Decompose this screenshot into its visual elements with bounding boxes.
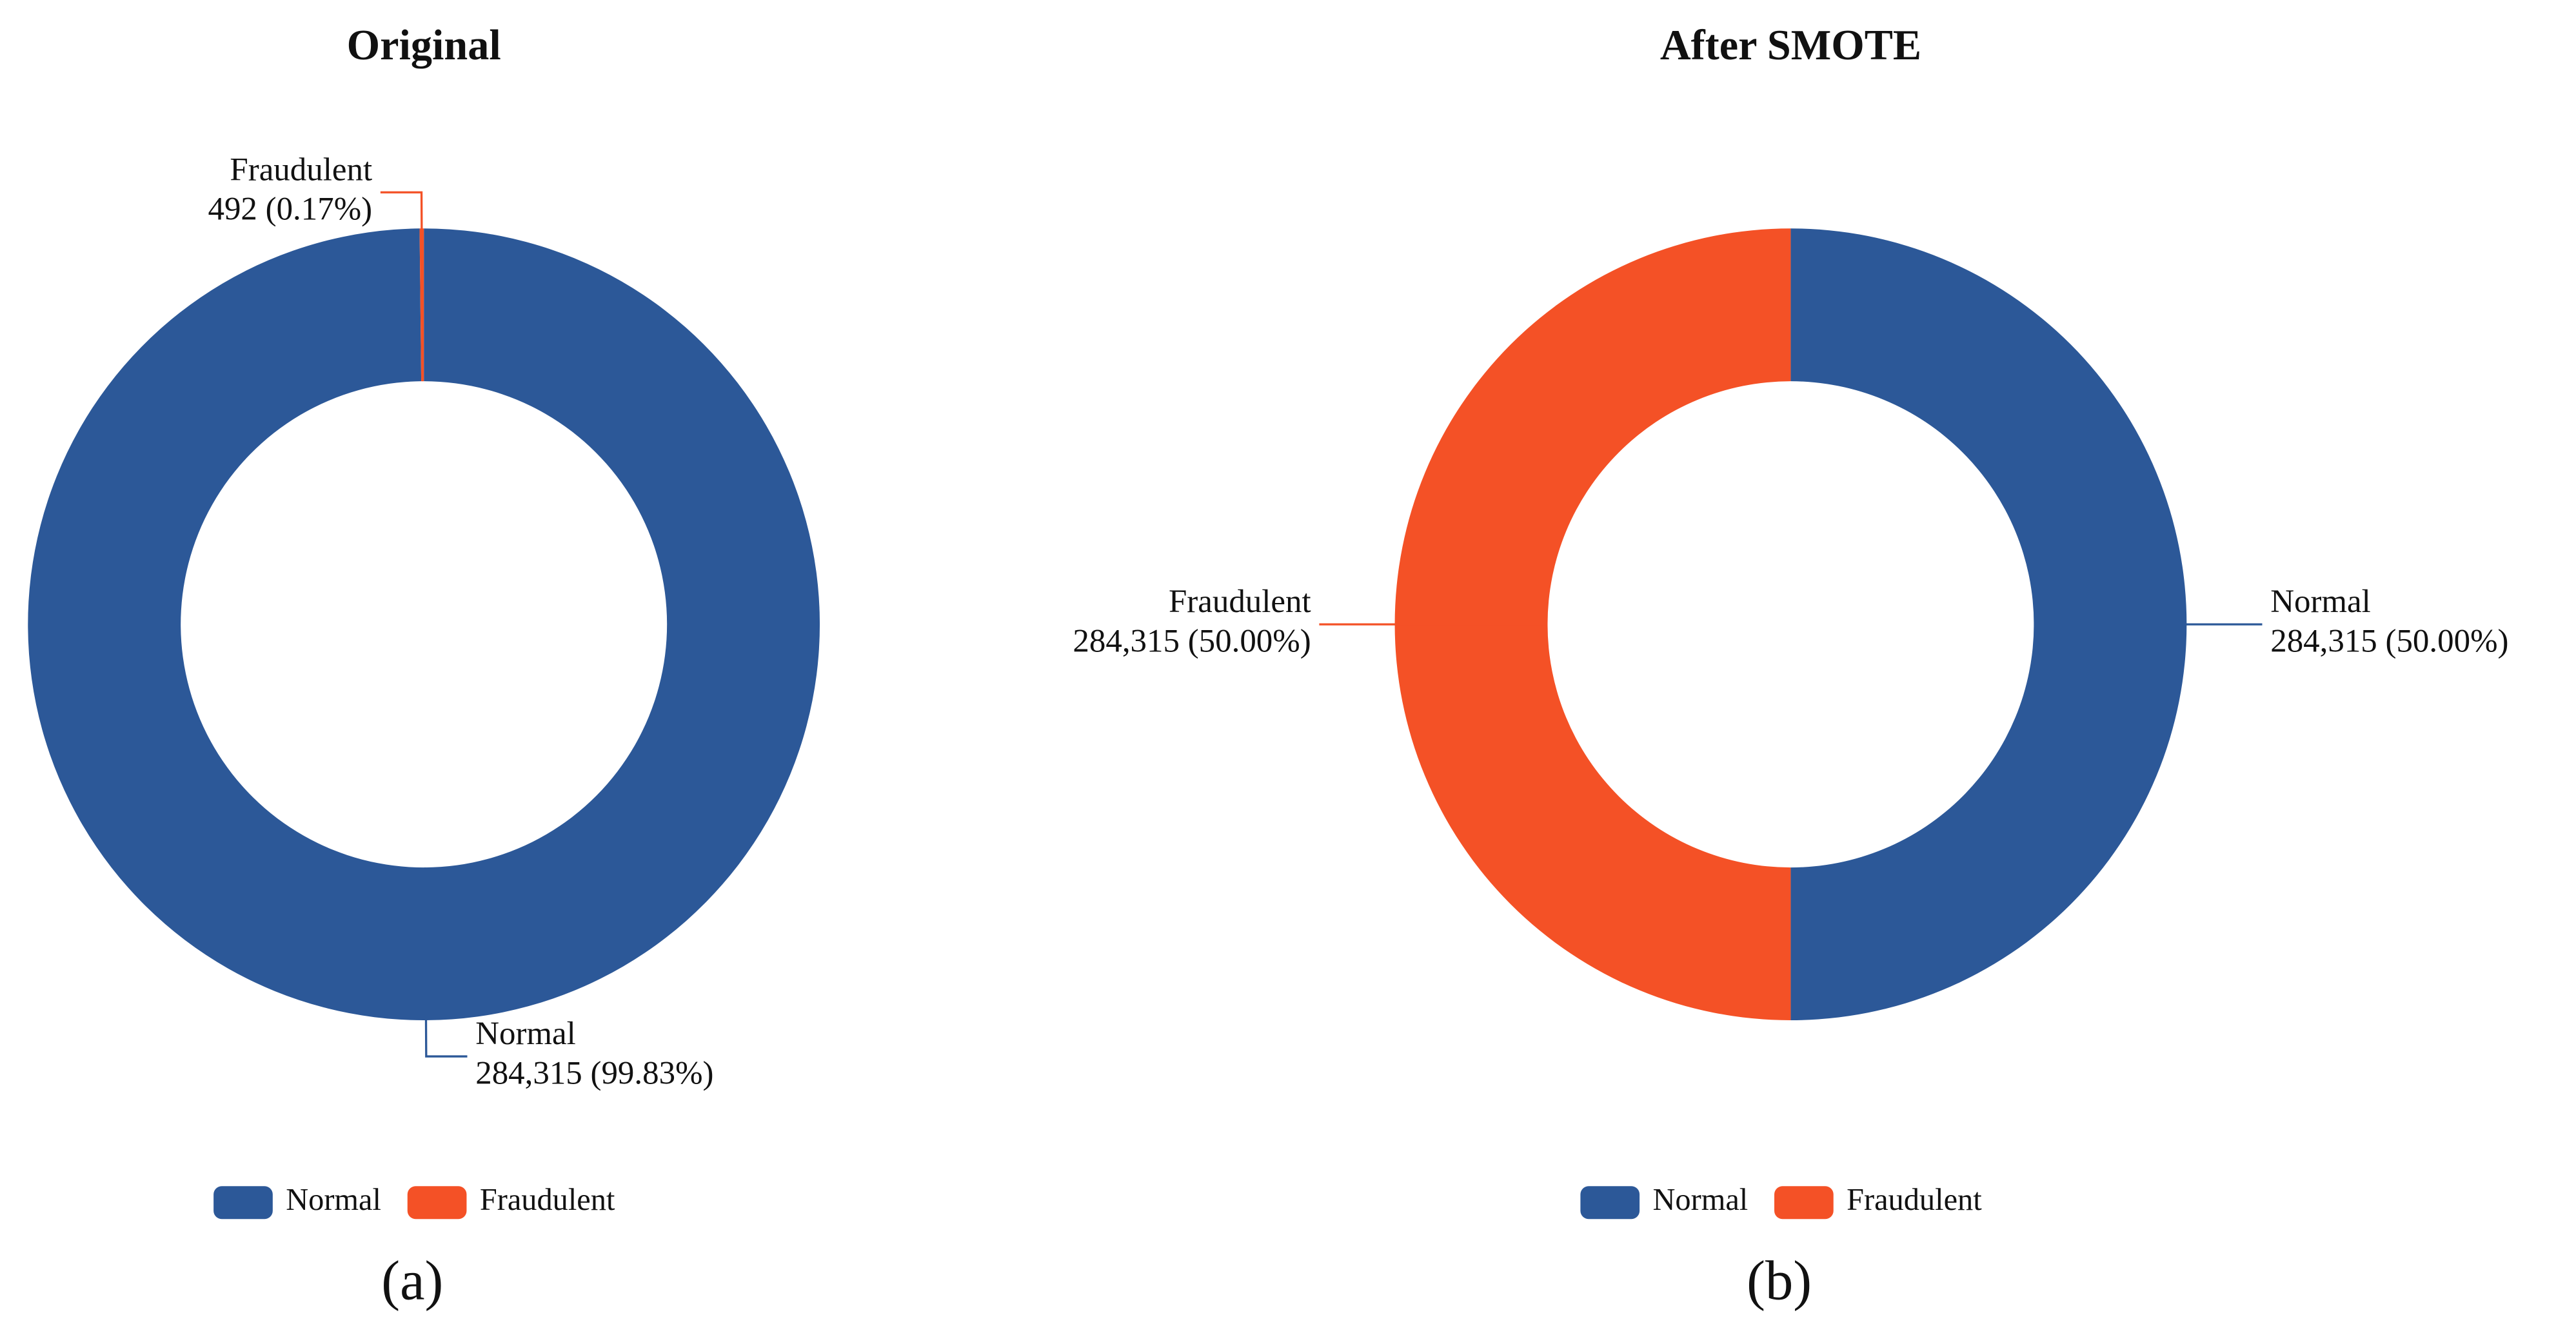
legend-swatch bbox=[407, 1186, 467, 1220]
legend-swatch bbox=[213, 1186, 273, 1220]
caption: (a) bbox=[381, 1250, 443, 1312]
legend-swatch bbox=[1580, 1186, 1640, 1220]
caption: (b) bbox=[1747, 1250, 1812, 1312]
slice-name: Normal bbox=[475, 1016, 576, 1052]
chart-title: Original bbox=[347, 22, 501, 69]
legend: Normal Fraudulent bbox=[213, 1183, 615, 1220]
leader-line bbox=[424, 867, 468, 1058]
pie-slice bbox=[1394, 228, 1791, 1021]
legend-label: Fraudulent bbox=[480, 1183, 615, 1217]
legend-label: Normal bbox=[1652, 1183, 1748, 1217]
legend-label: Fraudulent bbox=[1847, 1183, 1982, 1217]
slice-value-label: 492 (0.17%) bbox=[208, 191, 372, 227]
slice-name: Fraudulent bbox=[1169, 584, 1311, 620]
slice-name: Fraudulent bbox=[230, 152, 372, 188]
legend-label: Normal bbox=[286, 1183, 381, 1217]
slice-name: Normal bbox=[2270, 584, 2371, 620]
pie-slice bbox=[1790, 228, 2187, 1021]
legend: Normal Fraudulent bbox=[1580, 1183, 1982, 1220]
chart-title: After SMOTE bbox=[1660, 22, 1921, 69]
pie-slice bbox=[28, 228, 820, 1021]
leader-line bbox=[380, 191, 424, 382]
slice-value-label: 284,315 (50.00%) bbox=[1073, 623, 1311, 659]
slice-value-label: 284,315 (50.00%) bbox=[2270, 623, 2508, 659]
legend-swatch bbox=[1774, 1186, 1834, 1220]
slice-value-label: 284,315 (99.83%) bbox=[475, 1055, 713, 1091]
